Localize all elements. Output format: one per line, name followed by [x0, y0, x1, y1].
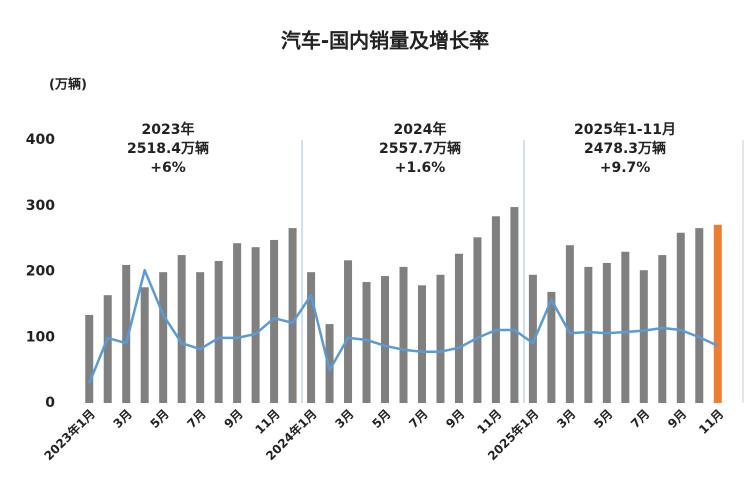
bar	[695, 228, 704, 403]
x-tick-label: 11月	[696, 407, 726, 437]
y-tick-label: 0	[45, 395, 55, 411]
bar	[639, 270, 648, 403]
y-tick-label: 100	[26, 329, 55, 345]
bar	[565, 245, 574, 403]
bar	[454, 253, 463, 403]
period-annotation: 2518.4万辆	[127, 140, 209, 157]
bar	[288, 228, 297, 403]
bar	[233, 243, 242, 403]
bar	[436, 274, 445, 403]
bar	[140, 287, 149, 403]
x-tick-label: 2023年1月	[41, 406, 98, 463]
x-tick-label: 7月	[406, 407, 430, 431]
bar	[103, 295, 112, 403]
bar	[713, 224, 722, 403]
x-tick-label: 9月	[221, 407, 245, 431]
x-tick-label: 9月	[443, 407, 467, 431]
bar	[510, 207, 519, 403]
bar	[251, 247, 260, 403]
x-tick-label: 3月	[332, 407, 356, 431]
period-annotation: 2023年	[142, 121, 195, 138]
x-tick-label: 5月	[147, 407, 171, 431]
bar	[399, 266, 408, 403]
bar	[381, 276, 390, 403]
period-annotation: 2025年1-11月	[574, 121, 676, 138]
period-annotation: 2557.7万辆	[379, 140, 461, 157]
bar	[473, 237, 482, 403]
x-tick-label: 11月	[474, 407, 504, 437]
bar	[85, 314, 94, 403]
bar	[325, 324, 334, 403]
bar	[491, 216, 500, 403]
bar	[270, 239, 279, 403]
period-annotation: 2478.3万辆	[584, 140, 666, 157]
bar	[417, 285, 426, 403]
bar	[528, 274, 537, 403]
bar	[122, 264, 131, 403]
period-annotation: +6%	[150, 160, 186, 176]
period-annotation: +9.7%	[600, 160, 651, 176]
y-tick-label: 400	[26, 132, 55, 148]
line	[88, 268, 719, 384]
bar	[214, 260, 223, 403]
x-tick-label: 3月	[554, 407, 578, 431]
period-annotation: +1.6%	[395, 160, 446, 176]
bar	[362, 282, 371, 403]
bar	[159, 272, 168, 403]
bar	[676, 232, 685, 403]
x-tick-label: 11月	[253, 407, 283, 437]
x-tick-label: 9月	[665, 407, 689, 431]
bar	[584, 266, 593, 403]
bar	[307, 272, 316, 403]
y-axis-label: (万辆)	[49, 77, 87, 93]
bar	[547, 291, 556, 403]
chart-title: 汽车-国内销量及增长率	[281, 29, 489, 53]
bar	[621, 251, 630, 403]
x-tick-label: 5月	[591, 407, 615, 431]
x-tick-label: 3月	[111, 407, 135, 431]
bar	[177, 255, 186, 403]
x-tick-label: 5月	[369, 407, 393, 431]
y-tick-label: 200	[26, 264, 55, 280]
x-tick-label: 7月	[628, 407, 652, 431]
y-tick-label: 300	[26, 198, 55, 214]
bar	[196, 272, 205, 403]
period-annotation: 2024年	[394, 121, 447, 138]
x-tick-label: 7月	[184, 407, 208, 431]
bar	[344, 260, 353, 403]
